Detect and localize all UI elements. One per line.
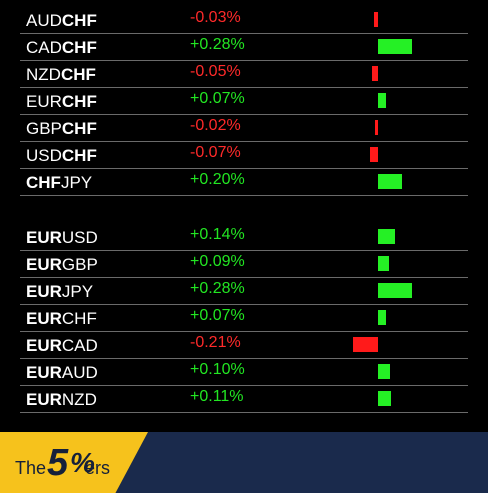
change-percent: +0.07% — [190, 307, 245, 324]
pair-row: EURCAD -0.21% — [20, 332, 468, 359]
pair-symbol: CADCHF — [26, 38, 97, 58]
change-percent: +0.28% — [190, 36, 245, 53]
pair-row: AUDCHF -0.03% — [20, 7, 468, 34]
positive-change-bar — [378, 256, 389, 271]
logo-ers: ers — [85, 458, 111, 478]
pair-symbol: GBPCHF — [26, 119, 97, 139]
change-percent: +0.09% — [190, 253, 245, 270]
positive-change-bar — [378, 39, 412, 54]
pair-row: NZDCHF -0.05% — [20, 61, 468, 88]
pair-base: AUD — [26, 11, 62, 30]
pair-quote: CHF — [61, 119, 97, 138]
logo-the: The — [15, 458, 47, 478]
change-percent: -0.02% — [190, 117, 241, 134]
pair-row: CADCHF +0.28% — [20, 34, 468, 61]
currency-strength-board: AUDCHF -0.03% CADCHF +0.28% NZDCHF -0.05% EURC… — [20, 7, 468, 413]
logo-percent: % — [70, 447, 95, 478]
pair-symbol: EURCHF — [26, 309, 97, 329]
pair-base: EUR — [26, 309, 62, 328]
pair-quote: JPY — [60, 173, 93, 192]
pair-quote: CHF — [61, 38, 97, 57]
pair-quote: CHF — [61, 11, 97, 30]
logo-five: 5 — [47, 442, 69, 484]
pair-base: EUR — [26, 282, 62, 301]
positive-change-bar — [378, 283, 412, 298]
pair-quote: JPY — [61, 282, 94, 301]
pair-quote: CHF — [61, 146, 97, 165]
pair-row: EURNZD +0.11% — [20, 386, 468, 413]
negative-change-bar — [375, 120, 378, 135]
negative-change-bar — [374, 12, 378, 27]
pair-quote: AUD — [61, 363, 98, 382]
change-percent: -0.07% — [190, 144, 241, 161]
pair-symbol: USDCHF — [26, 146, 97, 166]
pair-symbol: CHFJPY — [26, 173, 92, 193]
pair-symbol: EURGBP — [26, 255, 98, 275]
pair-base: EUR — [26, 336, 62, 355]
pair-row: EURJPY +0.28% — [20, 278, 468, 305]
pair-row: EURGBP +0.09% — [20, 251, 468, 278]
pair-base: CHF — [26, 173, 61, 192]
pair-symbol: AUDCHF — [26, 11, 97, 31]
positive-change-bar — [378, 229, 395, 244]
change-percent: -0.21% — [190, 334, 241, 351]
pair-base: EUR — [26, 92, 62, 111]
pair-row: EURUSD +0.14% — [20, 224, 468, 251]
pair-symbol: EURJPY — [26, 282, 93, 302]
negative-change-bar — [370, 147, 378, 162]
pair-quote: CHF — [60, 65, 96, 84]
pair-quote: CAD — [61, 336, 98, 355]
footer-banner — [0, 432, 488, 493]
positive-change-bar — [378, 391, 391, 406]
change-percent: +0.28% — [190, 280, 245, 297]
pair-base: EUR — [26, 363, 62, 382]
change-percent: +0.20% — [190, 171, 245, 188]
change-percent: +0.07% — [190, 90, 245, 107]
pair-row: GBPCHF -0.02% — [20, 115, 468, 142]
positive-change-bar — [378, 93, 386, 108]
pair-base: EUR — [26, 228, 62, 247]
pair-base: EUR — [26, 390, 62, 409]
pair-base: EUR — [26, 255, 62, 274]
pair-quote: GBP — [61, 255, 98, 274]
pair-base: GBP — [26, 119, 62, 138]
pair-quote: CHF — [61, 92, 97, 111]
positive-change-bar — [378, 310, 386, 325]
negative-change-bar — [353, 337, 378, 352]
pair-symbol: EURNZD — [26, 390, 97, 410]
pair-quote: NZD — [61, 390, 97, 409]
change-percent: +0.11% — [190, 388, 244, 405]
pair-symbol: EURUSD — [26, 228, 98, 248]
pair-quote: USD — [61, 228, 98, 247]
change-percent: +0.14% — [190, 226, 245, 243]
change-percent: -0.05% — [190, 63, 241, 80]
pair-row: EURCHF +0.07% — [20, 305, 468, 332]
positive-change-bar — [378, 174, 402, 189]
change-percent: +0.10% — [190, 361, 245, 378]
pair-row: EURAUD +0.10% — [20, 359, 468, 386]
pair-base: CAD — [26, 38, 62, 57]
pair-symbol: NZDCHF — [26, 65, 96, 85]
pair-quote: CHF — [61, 309, 97, 328]
positive-change-bar — [378, 364, 390, 379]
pair-row: CHFJPY +0.20% — [20, 169, 468, 196]
negative-change-bar — [372, 66, 378, 81]
pair-row: EURCHF +0.07% — [20, 88, 468, 115]
change-percent: -0.03% — [190, 9, 241, 26]
pair-base: USD — [26, 146, 62, 165]
pair-row: USDCHF -0.07% — [20, 142, 468, 169]
pair-symbol: EURCAD — [26, 336, 98, 356]
pair-symbol: EURAUD — [26, 363, 98, 383]
pair-base: NZD — [26, 65, 61, 84]
pair-symbol: EURCHF — [26, 92, 97, 112]
